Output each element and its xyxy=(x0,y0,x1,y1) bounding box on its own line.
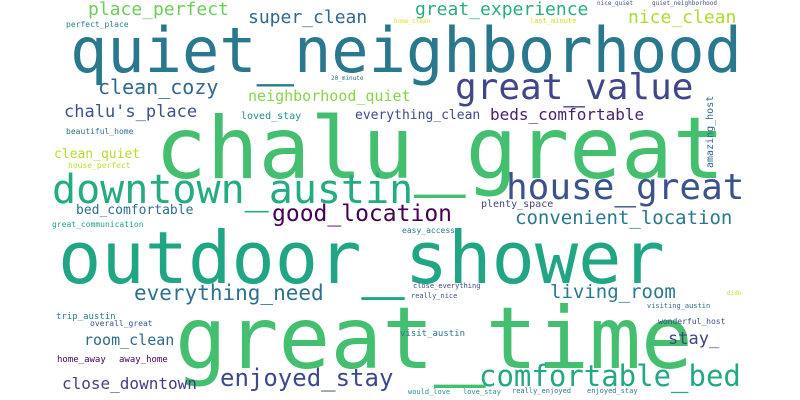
word-house-great: house_great xyxy=(506,167,745,208)
word-perfect-place: perfect_place xyxy=(66,20,129,29)
word-home-away: home_away xyxy=(57,355,106,365)
word-loved-stay: loved_stay xyxy=(241,111,302,122)
word-trip-austin: trip_austin xyxy=(56,312,116,322)
word-plenty-space: plenty_space xyxy=(481,199,554,210)
word-stay: stay_ xyxy=(668,329,720,349)
word-living-room: living_room xyxy=(550,281,676,303)
word-beds-comfortable: beds_comfortable xyxy=(490,105,645,124)
word-quiet-neighborhood: quiet_neighborhood xyxy=(70,14,742,87)
word-clean-quiet: clean_quiet xyxy=(54,147,141,162)
word-place-perfect: place_perfect xyxy=(88,0,229,20)
word-convenient-location: convenient_location xyxy=(515,207,733,229)
word-close-everything: close_everything xyxy=(413,282,481,290)
word-overall-great: overall_great xyxy=(90,319,153,328)
word-comfortable-bed: comfortable_bed xyxy=(479,359,741,393)
word-super-clean: super_clean xyxy=(248,7,368,28)
word-really-enjoyed: really_enjoyed xyxy=(512,387,572,395)
word-outdoor-shower: outdoor_shower xyxy=(58,216,665,300)
word-visiting-austin: visiting_austin xyxy=(647,302,711,310)
word-nice-clean: nice_clean xyxy=(628,7,737,28)
word-visit-austin: visit_austin xyxy=(400,329,466,339)
word-great-value: great_value xyxy=(455,67,694,108)
word-neighborhood-quiet: neighborhood_quiet xyxy=(248,87,411,105)
word-home-clean: home_clean xyxy=(394,18,431,25)
word-away-home: away_home xyxy=(119,355,168,365)
word-room-clean: room_clean xyxy=(84,331,175,349)
word-clean-cozy: clean_cozy xyxy=(98,75,219,99)
word-great-time: great_time xyxy=(175,289,693,389)
word-close-downtown: close_downtown xyxy=(62,374,197,393)
word-bed-comfortable: bed_comfortable xyxy=(76,203,194,218)
word-house-perfect: house_perfect xyxy=(68,161,131,170)
word-downtown-austin: downtown_austin xyxy=(52,167,414,213)
word-20-minute: 20_minute xyxy=(331,75,364,82)
word-would-love: would_love xyxy=(408,388,451,396)
word-great-communication: great_communication xyxy=(52,220,144,229)
word-last-minute: last_minute xyxy=(530,17,577,25)
word-enjoyed-stay-small: enjoyed_stay xyxy=(587,387,638,395)
word-didn: didn xyxy=(727,290,742,297)
word-nice-quiet: nice_quiet xyxy=(597,0,634,7)
word-everything-need: everything_need xyxy=(134,281,324,305)
word-great-experience: great_experience xyxy=(415,0,589,20)
word-chalus-place: chalu's_place xyxy=(64,102,198,122)
word-chalu-great: chalu_great xyxy=(155,99,725,199)
word-enjoyed-stay: enjoyed_stay xyxy=(220,364,394,392)
word-wonderful-host: wonderful_host xyxy=(658,317,726,326)
word-amazing-host: amazing_host xyxy=(705,95,716,168)
word-beautiful-home: beautiful_home xyxy=(66,127,134,136)
word-good-location: good_location xyxy=(272,201,453,227)
word-quiet-neighborhood-small: quiet_neighborhood xyxy=(652,0,718,7)
word-love-stay: love_stay xyxy=(463,388,501,396)
word-everything-clean: everything_clean xyxy=(355,108,481,123)
word-easy-access: easy_access xyxy=(402,226,455,235)
word-really-nice: really_nice xyxy=(411,292,458,300)
